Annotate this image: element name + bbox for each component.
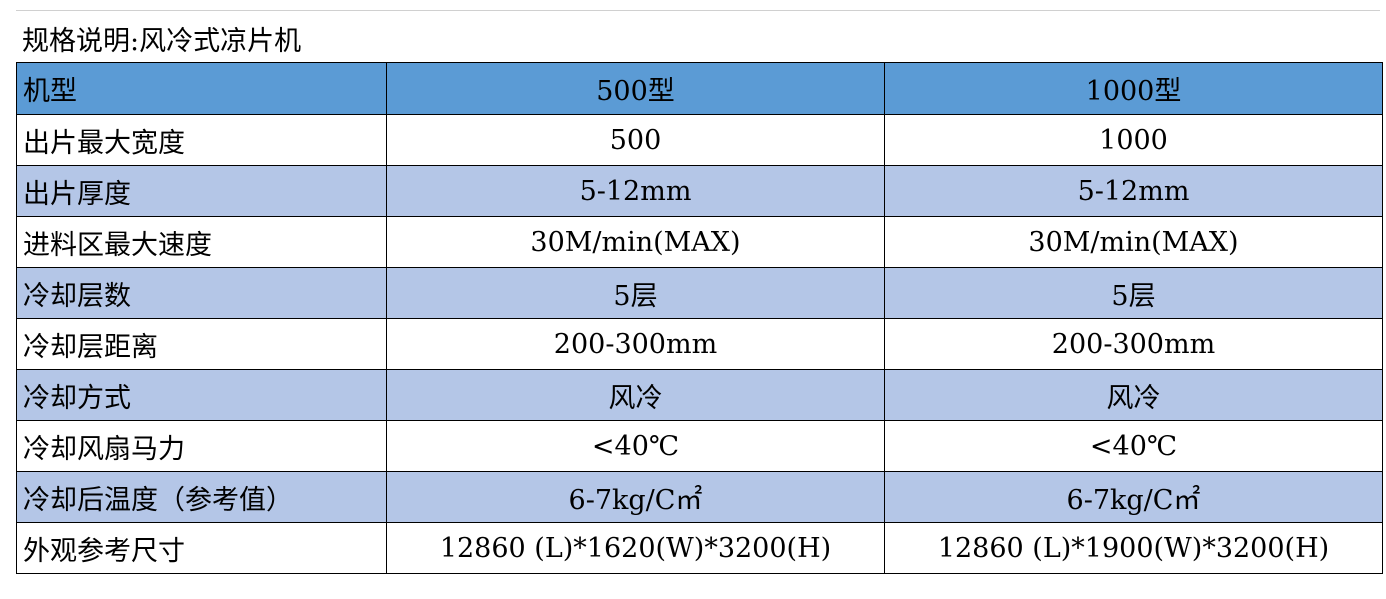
row-label: 冷却后温度（参考值） (16, 471, 387, 523)
cell: 30M/min(MAX) (884, 216, 1383, 268)
spec-table: 机型 500型 1000型 出片最大宽度 500 1000 出片厚度 5-12mm 5-12mm… (16, 62, 1383, 574)
cell: 5层 (386, 267, 885, 319)
cell: 200-300mm (386, 318, 885, 370)
cell: 6-7kg/C㎡ (884, 471, 1383, 523)
table-row: 冷却后温度（参考值） 6-7kg/C㎡ 6-7kg/C㎡ (16, 471, 1383, 523)
row-label: 冷却风扇马力 (16, 420, 387, 472)
cell: 5层 (884, 267, 1383, 319)
row-label: 冷却方式 (16, 369, 387, 421)
title: 规格说明:风冷式凉片机 (22, 26, 302, 57)
cell: 风冷 (884, 369, 1383, 421)
cell: <40℃ (884, 420, 1383, 472)
cell: 5-12mm (884, 165, 1383, 217)
table-row: 冷却层距离 200-300mm 200-300mm (16, 318, 1383, 370)
cell: 500 (386, 114, 885, 166)
cell: 1000 (884, 114, 1383, 166)
table-row: 外观参考尺寸 12860 (L)*1620(W)*3200(H) 12860 (L)… (16, 522, 1383, 574)
row-label: 冷却层数 (16, 267, 387, 319)
row-label: 外观参考尺寸 (16, 522, 387, 574)
row-label: 出片厚度 (16, 165, 387, 217)
cell: <40℃ (386, 420, 885, 472)
table-row: 进料区最大速度 30M/min(MAX) 30M/min(MAX) (16, 216, 1383, 268)
table-row: 机型 500型 1000型 (16, 62, 1383, 115)
cell: 12860 (L)*1900(W)*3200(H) (884, 522, 1383, 574)
cell: 30M/min(MAX) (386, 216, 885, 268)
cell: 6-7kg/C㎡ (386, 471, 885, 523)
cell: 风冷 (386, 369, 885, 421)
cell: 12860 (L)*1620(W)*3200(H) (386, 522, 885, 574)
row-label: 机型 (16, 62, 387, 115)
row-label: 出片最大宽度 (16, 114, 387, 166)
cell: 1000型 (884, 62, 1383, 115)
table-row: 冷却风扇马力 <40℃ <40℃ (16, 420, 1383, 472)
row-label: 冷却层距离 (16, 318, 387, 370)
cell: 200-300mm (884, 318, 1383, 370)
table-row: 出片厚度 5-12mm 5-12mm (16, 165, 1383, 217)
cell: 5-12mm (386, 165, 885, 217)
title-bar: 规格说明:风冷式凉片机 (16, 10, 1380, 62)
cell: 500型 (386, 62, 885, 115)
table-row: 冷却层数 5层 5层 (16, 267, 1383, 319)
table-row: 出片最大宽度 500 1000 (16, 114, 1383, 166)
row-label: 进料区最大速度 (16, 216, 387, 268)
table-row: 冷却方式 风冷 风冷 (16, 369, 1383, 421)
